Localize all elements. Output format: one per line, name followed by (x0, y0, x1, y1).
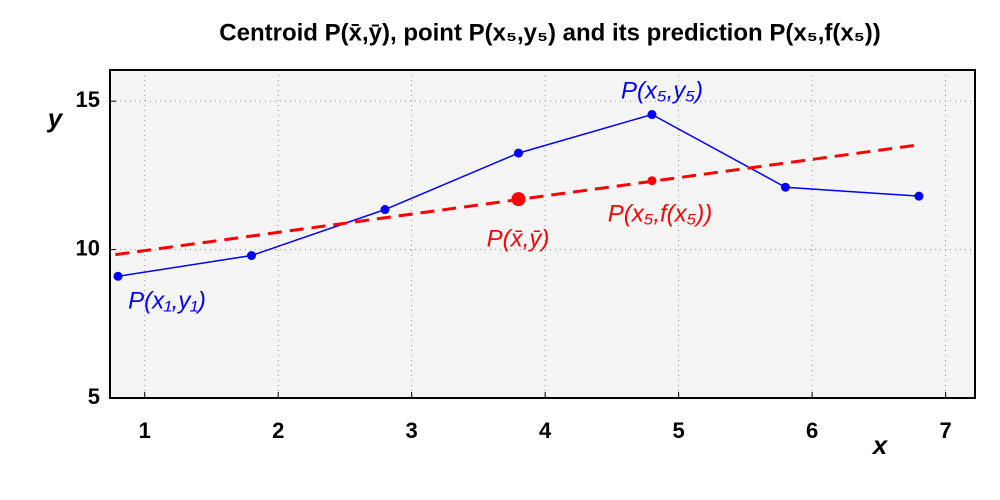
highlight-point (511, 192, 526, 207)
x-axis-label: x (871, 430, 889, 460)
plot-frame (109, 69, 976, 399)
data-point (647, 110, 657, 120)
x-tick-label: 1 (139, 418, 151, 443)
x-tick-label: 2 (272, 418, 284, 443)
x-tick-label: 7 (940, 418, 952, 443)
annotation: P(x₅,y₅) (621, 77, 703, 104)
x-tick-label: 6 (806, 418, 818, 443)
data-point (780, 182, 790, 192)
y-tick-label: 15 (76, 87, 100, 112)
highlight-point (647, 176, 657, 186)
y-tick-label: 10 (76, 235, 100, 260)
y-axis-label: y (46, 103, 64, 133)
x-tick-label: 4 (539, 418, 552, 443)
data-point (914, 191, 924, 201)
data-point (113, 271, 123, 281)
x-tick-label: 3 (406, 418, 418, 443)
data-point (513, 148, 523, 158)
data-point (246, 251, 256, 261)
chart-title: Centroid P(x̄,ȳ), point P(x₅,y₅) and its… (219, 19, 880, 46)
data-point (380, 205, 390, 215)
annotation: P(x̄,ȳ) (487, 225, 550, 252)
y-tick-label: 5 (88, 384, 100, 409)
annotation: P(x₁,y₁) (128, 287, 206, 314)
annotation: P(x₅,f(x₅)) (608, 200, 713, 227)
plot-area (110, 70, 975, 398)
x-tick-label: 5 (673, 418, 685, 443)
